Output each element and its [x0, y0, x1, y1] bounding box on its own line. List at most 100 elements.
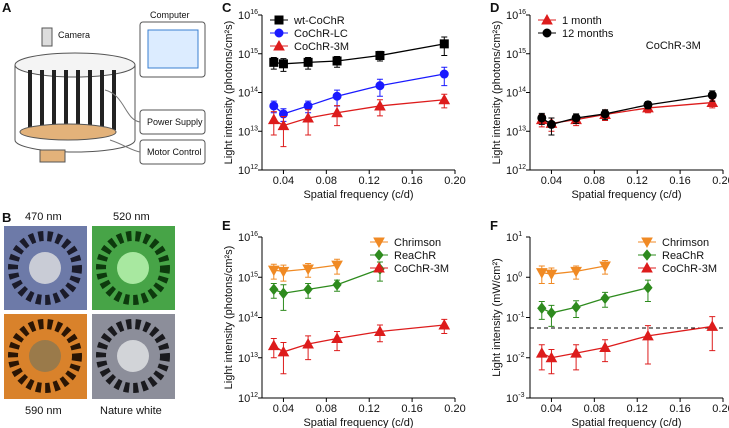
photo-label: Nature white — [100, 405, 162, 417]
y-tick-base: 10 — [238, 353, 250, 365]
y-tick-label: 1016 — [506, 9, 526, 22]
x-tick-label: 0.12 — [627, 175, 648, 187]
y-tick-label: 1013 — [238, 125, 258, 138]
diagram-label: Computer — [150, 10, 190, 20]
marker — [331, 260, 343, 272]
panel-label: E — [222, 218, 231, 233]
x-tick-label: 0.08 — [584, 403, 605, 415]
legend-marker — [542, 28, 552, 38]
legend-marker — [274, 15, 284, 25]
x-tick-label: 0.20 — [712, 403, 729, 415]
marker — [332, 91, 342, 101]
y-tick-base: 10 — [506, 49, 518, 61]
photo-label: 470 nm — [25, 211, 62, 223]
series-line — [541, 265, 606, 275]
marker — [302, 111, 314, 123]
series-line — [273, 264, 338, 273]
y-tick-exponent: 0 — [518, 271, 522, 278]
legend-marker — [541, 13, 553, 25]
y-tick-label: 1013 — [238, 352, 258, 365]
marker — [302, 337, 314, 349]
x-tick-label: 0.12 — [359, 403, 380, 415]
y-tick-base: 10 — [506, 126, 518, 138]
y-tick-base: 10 — [238, 313, 250, 325]
y-tick-exponent: 13 — [250, 352, 258, 359]
x-tick-label: 0.16 — [669, 175, 690, 187]
marker — [706, 96, 719, 108]
legend-marker — [642, 249, 652, 261]
legend-label: CoChR-3M — [294, 41, 349, 53]
marker — [537, 302, 547, 315]
panel-label: F — [490, 218, 498, 233]
x-tick-label: 0.12 — [627, 403, 648, 415]
marker — [706, 320, 719, 331]
series-line — [273, 268, 381, 294]
setup-diagram — [14, 21, 206, 165]
marker — [303, 101, 313, 111]
marker — [537, 113, 547, 123]
y-tick-label: 101 — [506, 231, 522, 244]
y-tick-exponent: 16 — [518, 9, 526, 16]
y-tick-base: 10 — [238, 272, 250, 284]
x-tick-label: 0.08 — [316, 175, 337, 187]
legend-label: ReaChR — [394, 250, 436, 262]
marker — [546, 119, 556, 129]
marker — [571, 301, 581, 314]
series-line — [273, 73, 445, 115]
y-tick-base: 10 — [238, 10, 250, 22]
x-tick-label: 0.04 — [273, 175, 294, 187]
x-tick-label: 0.12 — [359, 175, 380, 187]
y-tick-label: 100 — [506, 271, 522, 284]
x-tick-label: 0.20 — [712, 175, 729, 187]
marker — [439, 39, 449, 49]
y-tick-exponent: -3 — [518, 392, 524, 399]
y-tick-base: 10 — [238, 232, 250, 244]
marker — [571, 113, 581, 123]
y-tick-base: 10 — [238, 126, 250, 138]
marker — [600, 109, 610, 119]
y-tick-base: 10 — [506, 165, 518, 177]
y-tick-exponent: 12 — [250, 392, 258, 399]
y-tick-base: 10 — [238, 49, 250, 61]
marker — [599, 341, 611, 352]
y-tick-exponent: 16 — [250, 231, 258, 238]
panel-label: A — [2, 0, 12, 15]
y-tick-exponent: 13 — [250, 125, 258, 132]
marker — [535, 347, 548, 358]
marker — [332, 278, 342, 291]
chart: 101210131014101510160.040.080.120.160.20… — [491, 9, 729, 201]
marker — [267, 113, 280, 125]
x-tick-label: 0.04 — [273, 403, 294, 415]
y-tick-base: 10 — [238, 88, 250, 100]
x-tick-label: 0.04 — [541, 403, 562, 415]
y-tick-exponent: 14 — [250, 87, 258, 94]
legend-marker — [374, 249, 384, 261]
panel-labels: A B C D E F — [2, 0, 499, 233]
series-line — [541, 94, 713, 126]
y-axis-label: Light intensity (photons/cm²s) — [223, 21, 235, 165]
marker — [643, 281, 653, 294]
panel-label: B — [2, 210, 11, 225]
y-tick-base: 10 — [238, 393, 250, 405]
legend-label: CoChR-3M — [662, 263, 717, 275]
marker — [438, 93, 451, 105]
legend-label: Chrimson — [662, 237, 709, 249]
y-tick-label: 1016 — [238, 9, 258, 22]
marker — [277, 345, 290, 357]
y-tick-base: 10 — [506, 272, 518, 284]
series-line — [541, 325, 713, 359]
marker — [642, 329, 654, 341]
marker — [375, 51, 385, 61]
x-axis-label: Spatial frequency (c/d) — [303, 189, 413, 201]
photo-label: 590 nm — [25, 405, 62, 417]
series-line — [541, 287, 649, 314]
y-tick-base: 10 — [506, 353, 518, 365]
panel-label: C — [222, 0, 232, 15]
marker — [570, 266, 582, 278]
marker — [278, 59, 288, 69]
y-tick-base: 10 — [506, 393, 518, 405]
x-tick-label: 0.16 — [401, 403, 422, 415]
y-tick-exponent: 16 — [250, 9, 258, 16]
marker — [302, 264, 314, 276]
